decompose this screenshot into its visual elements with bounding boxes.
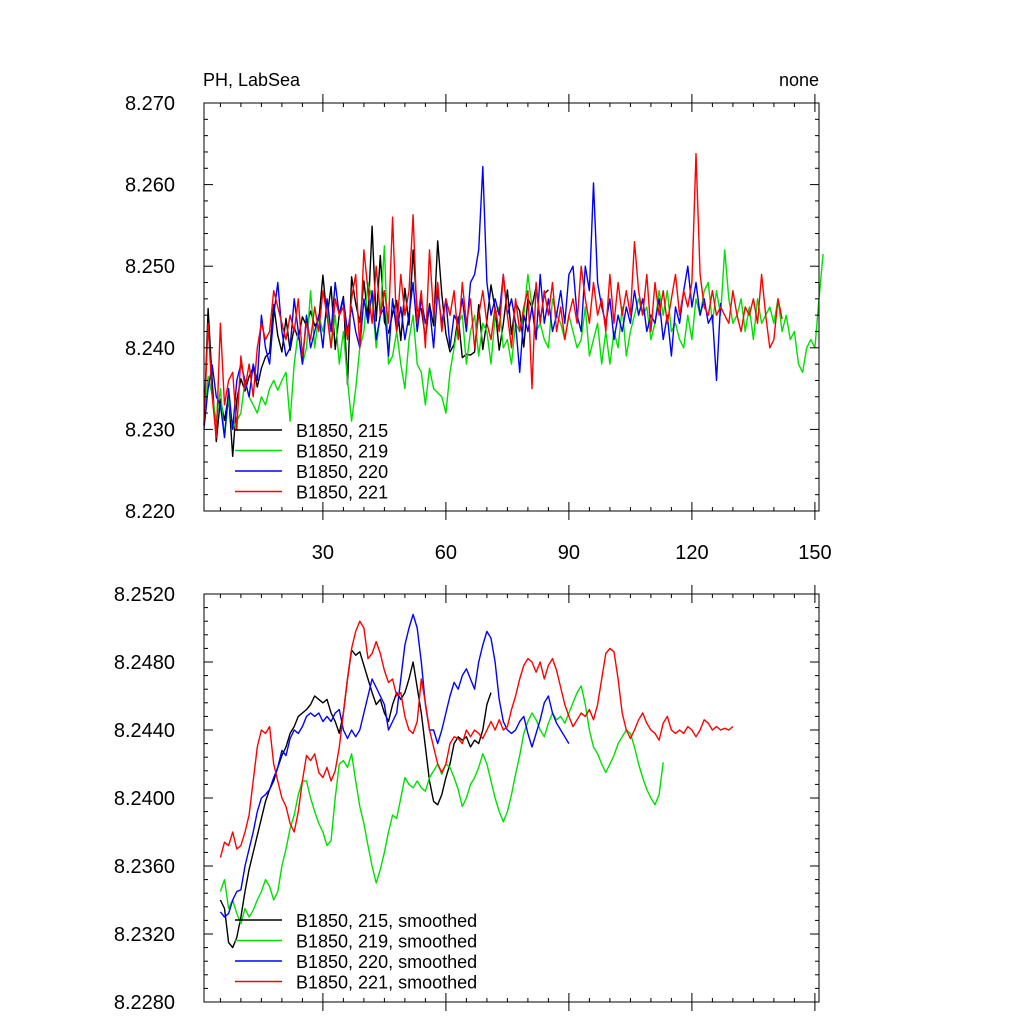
y-tick-label: 8.250 <box>125 256 175 278</box>
series-line-4 <box>219 620 734 858</box>
series-line-2 <box>203 245 824 439</box>
chart-subtitle: none <box>779 70 819 90</box>
y-tick-label: 8.230 <box>125 419 175 441</box>
x-tick-label: 90 <box>558 542 580 564</box>
legend-label: B1850, 219, smoothed <box>296 932 477 952</box>
legend-label: B1850, 220 <box>296 462 388 482</box>
y-tick-label: 8.2360 <box>114 856 175 878</box>
y-tick-label: 8.2520 <box>114 584 175 606</box>
axes-layer: 8.2280 8.2320 8.2360 8.2400 8.2440 8.2480 8.25… <box>114 584 820 1014</box>
y-tick-label: 8.270 <box>125 93 175 115</box>
series-layer <box>203 152 824 457</box>
legend-label: B1850, 219 <box>296 442 388 462</box>
x-tick-label: 60 <box>435 542 457 564</box>
legend-label: B1850, 215 <box>296 421 388 441</box>
plot-frame <box>203 102 820 512</box>
chart-title: PH, LabSea <box>203 70 301 90</box>
x-tick-label: 150 <box>798 542 831 564</box>
series-line-3 <box>219 613 570 918</box>
y-tick-label: 8.240 <box>125 338 175 360</box>
series-layer <box>219 613 734 949</box>
x-tick-label: 30 <box>312 542 334 564</box>
axes-layer: 30 60 90 120 150 8.220 8.230 8.240 8.250 8.260 8.2… <box>125 93 832 564</box>
legend-label: B1850, 215, smoothed <box>296 911 477 931</box>
y-tick-label: 8.2320 <box>114 924 175 946</box>
series-line-3 <box>203 165 722 439</box>
y-tick-label: 8.2280 <box>114 992 175 1014</box>
y-tick-label: 8.2440 <box>114 720 175 742</box>
legend-label: B1850, 220, smoothed <box>296 952 477 972</box>
bottom-smoothed-chart: 8.2280 8.2320 8.2360 8.2400 8.2440 8.2480 8.25… <box>114 584 820 1014</box>
series-line-4 <box>203 152 783 439</box>
legend-label: B1850, 221, smoothed <box>296 973 477 993</box>
series-line-2 <box>219 685 664 925</box>
top-ph-chart: PH, LabSea none 30 60 90 120 150 8.220 8.230 8.… <box>125 70 832 564</box>
x-tick-label: 120 <box>675 542 708 564</box>
y-tick-label: 8.260 <box>125 175 175 197</box>
y-tick-label: 8.2480 <box>114 652 175 674</box>
series-line-1 <box>219 649 492 949</box>
series-line-1 <box>203 225 549 457</box>
legend-label: B1850, 221 <box>296 483 388 503</box>
y-tick-label: 8.2400 <box>114 788 175 810</box>
y-tick-label: 8.220 <box>125 501 175 523</box>
